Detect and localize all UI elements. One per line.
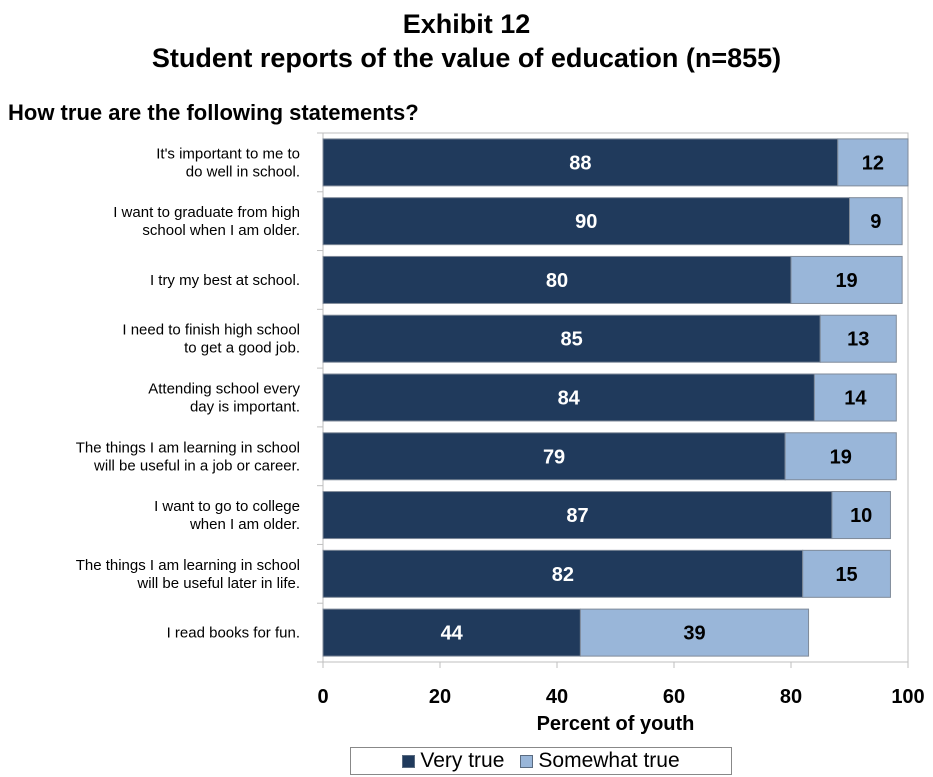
data-label-very-true: 79 xyxy=(543,446,565,468)
data-label-very-true: 82 xyxy=(552,564,574,586)
legend-item-somewhat-true: Somewhat true xyxy=(520,749,680,773)
legend-label-very-true: Very true xyxy=(420,749,505,772)
category-label: I need to finish high school to get a goo… xyxy=(122,322,300,357)
data-label-very-true: 88 xyxy=(569,152,591,174)
bar-very-true xyxy=(322,608,581,657)
legend-label-somewhat-true: Somewhat true xyxy=(538,749,680,772)
bar-somewhat-true xyxy=(790,255,903,304)
bar-very-true xyxy=(322,432,786,481)
category-label: I want to graduate from high school when … xyxy=(113,204,300,239)
data-label-somewhat-true: 13 xyxy=(847,329,869,351)
bar-somewhat-true xyxy=(579,608,810,657)
bar-very-true xyxy=(322,549,804,598)
bar-somewhat-true xyxy=(819,314,897,363)
data-label-somewhat-true: 39 xyxy=(683,623,705,645)
category-label: I read books for fun. xyxy=(167,625,300,642)
bar-very-true xyxy=(322,314,821,363)
bar-somewhat-true xyxy=(837,138,909,187)
category-label: The things I am learning in school will b… xyxy=(76,557,300,592)
data-label-very-true: 84 xyxy=(558,388,581,410)
data-label-very-true: 87 xyxy=(566,505,588,527)
category-label: I want to go to college when I am older. xyxy=(154,498,300,533)
data-label-somewhat-true: 10 xyxy=(850,505,872,527)
bar-somewhat-true xyxy=(813,373,897,422)
category-label: Attending school every day is important. xyxy=(148,381,300,416)
legend-swatch-somewhat-true xyxy=(520,754,534,768)
chart-subtitle: Student reports of the value of educatio… xyxy=(151,43,782,73)
x-axis-title: Percent of youth xyxy=(537,713,695,735)
data-label-somewhat-true: 19 xyxy=(835,270,857,292)
x-tick-label: 20 xyxy=(429,686,451,708)
x-tick-label: 40 xyxy=(546,686,568,708)
bar-very-true xyxy=(322,197,850,246)
data-label-somewhat-true: 14 xyxy=(844,388,867,410)
bar-somewhat-true xyxy=(831,491,891,540)
chart-title: Exhibit 12 xyxy=(402,9,531,39)
data-label-very-true: 44 xyxy=(441,623,464,645)
bar-very-true xyxy=(322,255,792,304)
category-label: It's important to me to do well in school… xyxy=(156,145,300,180)
bar-somewhat-true xyxy=(802,549,891,598)
bar-very-true xyxy=(322,373,815,422)
data-label-very-true: 90 xyxy=(575,211,597,233)
bar-chart: It's important to me to do well in school… xyxy=(76,132,925,735)
x-tick-label: 100 xyxy=(891,686,924,708)
data-label-somewhat-true: 19 xyxy=(830,446,852,468)
legend: Very true Somewhat true xyxy=(350,747,732,775)
category-label: I try my best at school. xyxy=(150,272,300,289)
x-tick-label: 0 xyxy=(317,686,328,708)
data-label-somewhat-true: 12 xyxy=(862,152,884,174)
legend-swatch-very-true xyxy=(402,754,416,768)
category-label: The things I am learning in school will b… xyxy=(76,439,300,474)
bar-very-true xyxy=(322,491,833,540)
data-label-very-true: 80 xyxy=(546,270,568,292)
bar-very-true xyxy=(322,138,839,187)
bar-somewhat-true xyxy=(784,432,897,481)
bar-somewhat-true xyxy=(849,197,903,246)
data-label-very-true: 85 xyxy=(561,329,583,351)
x-tick-label: 80 xyxy=(780,686,802,708)
data-label-somewhat-true: 9 xyxy=(870,211,881,233)
data-label-somewhat-true: 15 xyxy=(835,564,857,586)
question-heading: How true are the following statements? xyxy=(8,100,419,125)
x-tick-label: 60 xyxy=(663,686,685,708)
legend-item-very-true: Very true xyxy=(402,749,504,773)
